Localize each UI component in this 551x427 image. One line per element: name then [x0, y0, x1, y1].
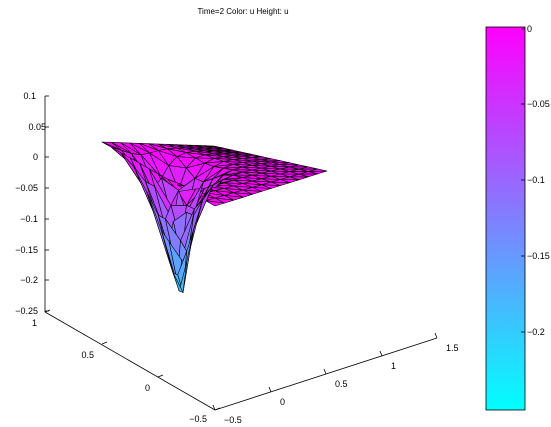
z-tick-label: −0.1	[20, 214, 38, 224]
y-tick-labels: 1 0.5 0 −0.5	[32, 318, 207, 424]
x-tick-labels: −0.5 0 0.5 1 1.5	[224, 343, 459, 425]
y-tick-label: 1	[32, 318, 37, 328]
x-tick-label: 0	[280, 397, 285, 407]
z-ticks	[45, 95, 49, 312]
colorbar-tick-label: −0.15	[527, 251, 550, 261]
x-tick-label: 1.5	[446, 343, 459, 353]
z-tick-label: 0.1	[23, 91, 36, 101]
surface-face	[205, 200, 225, 207]
colorbar-tick-label: 0	[527, 24, 532, 34]
chart-title: Time=2 Color: u Height: u	[197, 7, 288, 16]
colorbar: 0 −0.05 −0.1 −0.15 −0.2	[485, 24, 550, 411]
x-tick-label: 1	[391, 361, 396, 371]
y-axis-line	[44, 311, 216, 411]
y-tick-label: −0.5	[189, 414, 207, 424]
colorbar-gradient	[485, 26, 526, 411]
x-tick-label: 0.5	[335, 379, 348, 389]
x-tick-label: −0.5	[224, 415, 242, 425]
y-ticks	[44, 309, 221, 411]
surface-face	[172, 272, 184, 293]
z-tick-label: 0.05	[28, 122, 46, 132]
z-tick-label: 0	[33, 152, 38, 162]
z-tick-label: −0.05	[15, 183, 38, 193]
z-tick-label: −0.25	[15, 306, 38, 316]
z-tick-label: −0.15	[15, 245, 38, 255]
colorbar-tick-label: −0.2	[527, 327, 545, 337]
y-tick-label: 0	[145, 383, 150, 393]
colorbar-tick-label: −0.05	[527, 99, 550, 109]
y-tick-label: 0.5	[81, 350, 94, 360]
z-tick-labels: 0.1 0.05 0 −0.05 −0.1 −0.15 −0.2 −0.25	[15, 91, 46, 316]
x-ticks	[212, 332, 438, 411]
colorbar-tick-label: −0.1	[527, 175, 545, 185]
surface-mesh	[101, 141, 328, 293]
z-tick-label: −0.2	[20, 275, 38, 285]
